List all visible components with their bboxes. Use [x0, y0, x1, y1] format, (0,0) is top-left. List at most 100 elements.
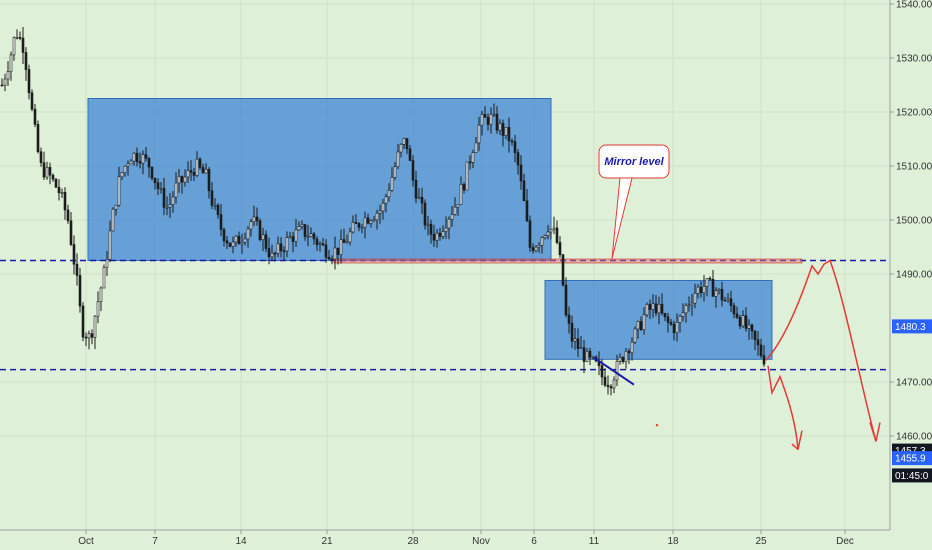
candle-body: [258, 220, 262, 240]
candle-body: [99, 287, 103, 303]
candle-body: [372, 219, 376, 222]
candle-body: [414, 179, 418, 199]
candle-body: [63, 192, 67, 211]
candle-body: [180, 176, 184, 183]
candle-body: [384, 196, 388, 204]
candle-body: [87, 333, 91, 339]
candle-body: [630, 341, 634, 354]
candle-body: [393, 166, 397, 178]
candle-body: [675, 322, 679, 334]
candle-body: [684, 305, 688, 314]
candle-body: [219, 214, 223, 230]
candle-body: [633, 328, 637, 343]
horizontal-levels: [0, 258, 890, 371]
candle-body: [51, 174, 55, 180]
candle-body: [591, 356, 595, 359]
candle-body: [444, 227, 448, 232]
candle-body: [501, 123, 505, 136]
candle-body: [264, 234, 268, 249]
candle-body: [12, 37, 16, 56]
candle-body: [177, 176, 181, 184]
candle-body: [741, 315, 745, 327]
price-tag-label: 1455.9: [895, 454, 926, 465]
candle-body: [723, 299, 727, 302]
candle-body: [234, 235, 238, 243]
candle-body: [408, 148, 412, 161]
candles: [0, 26, 766, 396]
candle-body: [462, 184, 466, 191]
candle-body: [147, 157, 151, 168]
candle-body: [126, 163, 130, 167]
time-tick-label: Dec: [836, 536, 854, 547]
candle-body: [651, 303, 655, 310]
candle-body: [429, 223, 433, 235]
candle-body: [183, 176, 187, 183]
candle-body: [711, 278, 715, 297]
candle-body: [669, 322, 673, 325]
candle-body: [261, 234, 265, 240]
candle-body: [84, 336, 88, 339]
price-tag-box: [892, 451, 932, 466]
candle-body: [555, 227, 559, 243]
candle-body: [120, 172, 124, 178]
candle-body: [687, 304, 691, 307]
candle-body: [636, 321, 640, 330]
candle-body: [678, 315, 682, 323]
candle-body: [342, 239, 346, 243]
candle-body: [570, 323, 574, 342]
candle-body: [297, 226, 301, 231]
candle-body: [288, 236, 292, 238]
candle-body: [117, 176, 121, 206]
time-tick-label: 28: [407, 536, 419, 547]
candle-body: [573, 338, 577, 342]
candle-body: [60, 192, 64, 194]
candle-body: [156, 182, 160, 189]
candle-body: [252, 216, 256, 223]
candle-body: [585, 350, 589, 362]
candle-body: [324, 244, 328, 258]
candle-body: [690, 302, 694, 306]
annotation-dot: [655, 424, 659, 427]
annotation: Mirror level: [598, 144, 670, 259]
candle-body: [528, 220, 532, 248]
candle-body: [108, 230, 112, 260]
candle-body: [567, 314, 571, 324]
candle-body: [9, 54, 13, 72]
candle-body: [243, 238, 247, 243]
candle-body: [81, 305, 85, 338]
candle-body: [240, 241, 244, 245]
candle-body: [588, 350, 592, 358]
time-axis-panel[interactable]: [0, 530, 890, 550]
candle-body: [198, 158, 202, 168]
candle-body: [519, 164, 523, 182]
candle-body: [348, 231, 352, 243]
candle-body: [576, 338, 580, 349]
candle-body: [702, 286, 706, 294]
candle-body: [327, 256, 331, 260]
candle-body: [69, 220, 73, 245]
candle-body: [441, 231, 445, 237]
candle-body: [174, 182, 178, 198]
candle-body: [189, 170, 193, 173]
projection-bullish-path: [765, 259, 877, 442]
price-tick-label: 1470.00: [896, 378, 932, 389]
candle-body: [543, 235, 547, 239]
candle-body: [447, 218, 451, 229]
candle-body: [720, 288, 724, 301]
candle-body: [36, 124, 40, 153]
candle-body: [318, 243, 322, 246]
candle-body: [483, 114, 487, 118]
candle-body: [24, 52, 28, 70]
candle-body: [315, 238, 319, 245]
candle-body: [165, 206, 169, 209]
candle-body: [345, 241, 349, 244]
candle-body: [249, 221, 253, 230]
candle-body: [111, 208, 115, 232]
candle-body: [192, 172, 196, 176]
candle-body: [138, 161, 142, 164]
time-tick-label: 7: [152, 536, 158, 547]
price-tick-label: 1540.00: [896, 0, 932, 11]
candle-body: [186, 170, 190, 178]
candle-body: [705, 278, 709, 287]
